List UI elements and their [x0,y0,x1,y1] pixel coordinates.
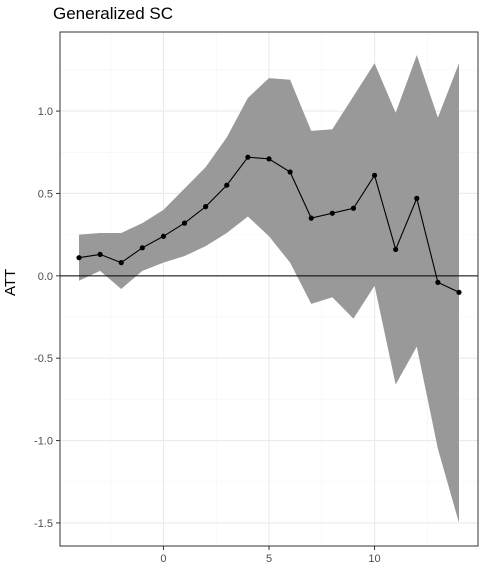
att-point [350,205,357,211]
x-axis-ticks: 0 5 10 [160,546,381,565]
att-point [97,251,103,258]
att-point [414,195,420,201]
y-tick-label: -0.5 [34,353,53,365]
y-tick-label: 0.5 [38,188,53,200]
y-tick-label: 0.0 [38,271,53,283]
att-point [456,289,462,295]
att-point [287,169,293,175]
y-tick-label: 1.0 [38,106,53,118]
att-point [371,172,378,178]
chart-title: Generalized SC [53,4,174,23]
att-point [224,182,230,188]
y-tick-label: -1.0 [34,436,53,448]
confidence-band [79,55,459,523]
att-point [435,279,441,286]
att-point [203,204,209,210]
att-point [160,233,167,239]
y-tick-label: -1.5 [34,518,53,530]
confidence-band-layer [79,55,459,523]
att-point [139,245,145,251]
att-point [308,215,314,221]
att-point [76,255,82,261]
y-axis-ticks: -1.5 -1.0 -0.5 0.0 0.5 1.0 [34,106,60,530]
att-point [329,210,335,216]
x-tick-label: 10 [368,553,380,565]
att-point [181,220,188,226]
att-point [245,154,251,160]
x-tick-label: 5 [266,553,272,565]
att-points-layer [76,154,462,295]
att-point [266,156,272,162]
att-point [393,246,399,253]
x-tick-label: 0 [160,553,166,565]
att-point [118,260,124,266]
